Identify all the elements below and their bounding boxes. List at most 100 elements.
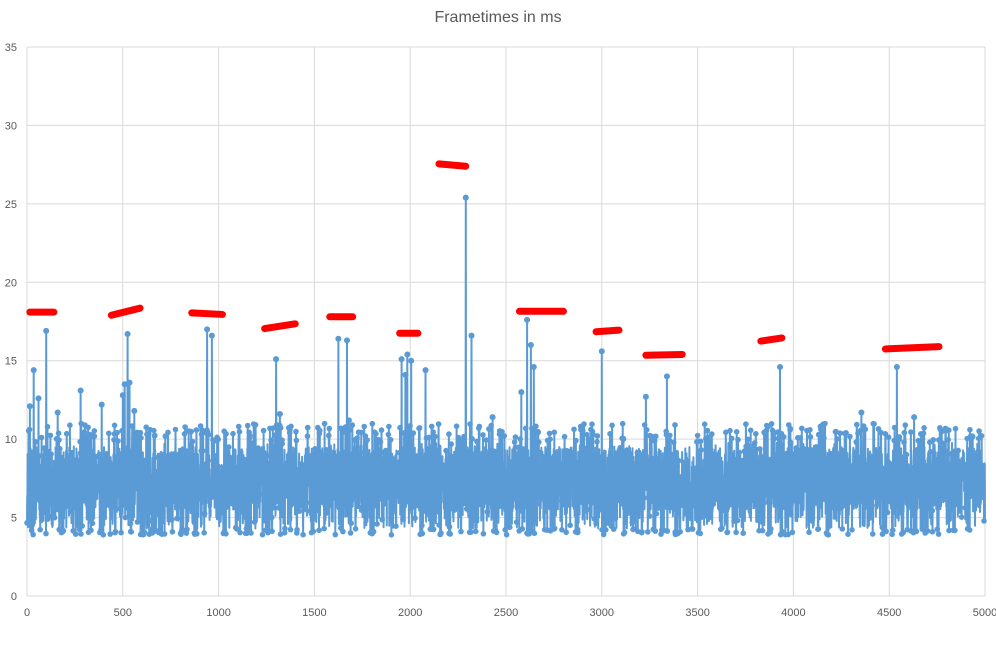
data-point — [289, 460, 296, 467]
data-point — [638, 465, 644, 472]
data-point — [194, 531, 200, 537]
data-point — [898, 501, 905, 507]
data-point — [889, 502, 896, 508]
data-point — [282, 525, 288, 532]
x-tick-label: 5000 — [973, 607, 996, 619]
data-point — [369, 420, 376, 427]
data-point — [169, 517, 175, 523]
data-point — [837, 430, 843, 437]
data-point — [357, 489, 363, 496]
data-point — [172, 426, 179, 433]
x-tick-label: 2000 — [398, 607, 422, 619]
data-point — [555, 478, 561, 484]
data-point — [229, 457, 235, 464]
data-point — [370, 528, 377, 535]
data-point — [689, 526, 696, 532]
data-point — [910, 469, 917, 475]
data-point — [153, 480, 160, 487]
data-point — [857, 427, 864, 434]
data-point — [300, 531, 306, 538]
data-point — [227, 468, 234, 474]
data-point — [369, 456, 375, 462]
data-point — [920, 515, 927, 521]
data-point — [165, 429, 171, 436]
data-point — [612, 494, 618, 501]
data-point — [645, 529, 651, 535]
data-point — [845, 479, 851, 486]
data-point — [112, 528, 119, 535]
data-point — [551, 525, 558, 532]
data-point — [734, 517, 741, 524]
data-point — [186, 484, 192, 491]
data-point — [759, 527, 766, 534]
data-point — [696, 487, 703, 494]
data-point — [563, 529, 569, 536]
data-point — [137, 429, 144, 436]
spike-point — [43, 327, 50, 334]
data-point — [558, 498, 565, 504]
data-point — [69, 449, 75, 456]
data-point — [410, 430, 417, 436]
data-point — [888, 461, 894, 467]
data-point — [50, 501, 56, 508]
data-point — [621, 529, 628, 536]
data-point — [871, 421, 877, 427]
data-point — [469, 477, 475, 484]
y-tick-label: 25 — [5, 199, 17, 211]
data-point — [495, 495, 501, 501]
data-point — [391, 456, 398, 463]
data-point — [474, 438, 480, 445]
data-point — [78, 531, 84, 537]
data-point — [342, 424, 349, 430]
data-point — [869, 531, 876, 537]
data-point — [758, 519, 765, 525]
data-point — [908, 503, 915, 509]
data-point — [38, 434, 45, 441]
data-point — [765, 499, 772, 506]
data-point — [141, 529, 148, 535]
data-point — [86, 474, 92, 480]
data-point — [272, 432, 278, 438]
data-point — [211, 438, 217, 444]
data-point — [617, 445, 623, 451]
data-point — [288, 423, 294, 430]
data-point — [189, 438, 196, 445]
data-point — [857, 458, 863, 465]
data-point — [519, 504, 525, 511]
data-point — [572, 473, 579, 479]
data-point — [664, 501, 670, 507]
data-point — [347, 427, 353, 433]
data-point — [657, 470, 663, 476]
data-point — [81, 429, 88, 435]
data-point — [878, 429, 884, 436]
data-point — [501, 501, 508, 507]
data-point — [365, 500, 372, 506]
data-point — [201, 510, 208, 517]
data-point — [591, 516, 598, 522]
data-point — [407, 423, 413, 429]
data-point — [430, 429, 437, 435]
data-point — [522, 425, 529, 432]
data-point — [512, 434, 519, 440]
data-point — [277, 425, 284, 431]
data-point — [912, 478, 918, 485]
data-point — [79, 523, 85, 529]
data-point — [150, 505, 156, 511]
data-point — [346, 508, 353, 514]
data-point — [536, 449, 542, 456]
data-point — [488, 488, 494, 494]
data-point — [708, 494, 715, 500]
data-point — [115, 438, 121, 444]
data-point — [230, 430, 236, 437]
data-point — [890, 527, 896, 533]
data-point — [891, 424, 898, 431]
data-point — [255, 445, 261, 451]
data-point — [294, 467, 301, 473]
data-point — [34, 491, 41, 498]
data-point — [707, 438, 713, 445]
data-point — [128, 529, 134, 535]
data-point — [316, 527, 322, 534]
data-point — [821, 435, 827, 441]
data-point — [508, 461, 515, 468]
data-point — [56, 437, 62, 443]
